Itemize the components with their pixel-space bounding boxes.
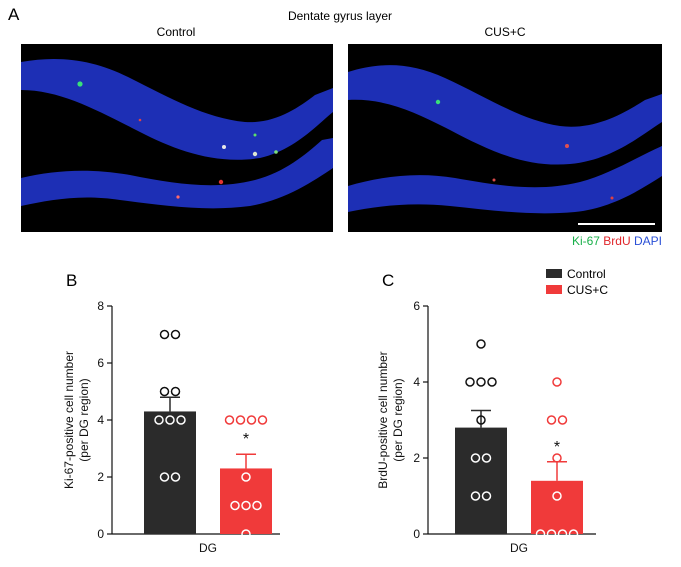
bar-control	[144, 411, 196, 534]
data-point	[159, 329, 170, 340]
data-point	[241, 500, 251, 511]
data-point	[241, 472, 251, 482]
legend-label-cus: CUS+C	[567, 283, 608, 297]
y-axis-label: Ki-67-positive cell number	[62, 351, 76, 489]
data-point	[476, 377, 486, 387]
panel-a-label: A	[8, 5, 20, 24]
y-tick-label: 2	[413, 451, 420, 465]
bar-control	[455, 427, 507, 534]
image-label-control: Control	[157, 25, 196, 39]
y-tick-label: 4	[413, 375, 420, 389]
data-point	[481, 453, 492, 463]
image-label-cus: CUS+C	[484, 25, 525, 39]
legend-label-control: Control	[567, 267, 606, 281]
data-point	[230, 500, 240, 511]
data-point	[224, 415, 235, 425]
legend-swatch-control	[546, 269, 562, 278]
stain-dapi: DAPI	[634, 234, 662, 248]
data-point	[546, 529, 557, 539]
legend-swatch-cus	[546, 285, 562, 294]
panel-c-label: C	[382, 271, 394, 290]
data-point	[476, 339, 486, 349]
data-point	[465, 377, 475, 387]
data-point	[154, 415, 164, 425]
data-point	[557, 529, 568, 539]
y-tick-label: 0	[97, 527, 104, 541]
data-point	[552, 377, 562, 387]
data-point	[159, 386, 170, 397]
group-legend: Control CUS+C	[546, 267, 608, 297]
data-point	[568, 529, 579, 539]
data-point	[165, 415, 175, 425]
data-point	[235, 415, 246, 425]
stain-legend: Ki-67 BrdU DAPI	[572, 234, 662, 248]
data-point	[159, 472, 170, 482]
micrograph-control	[21, 44, 333, 232]
data-point	[170, 386, 181, 397]
micrograph-cus	[348, 44, 662, 232]
data-point	[470, 491, 481, 501]
data-point	[170, 472, 181, 482]
y-axis-label: BrdU-positive cell number	[376, 351, 390, 488]
ki67-bar-chart: 0 2 4 6 8 Ki-67-positive cell number (per DG r…	[62, 299, 280, 555]
data-point	[552, 453, 562, 463]
data-point	[170, 329, 181, 340]
y-tick-label: 6	[413, 299, 420, 313]
data-point	[246, 415, 257, 425]
y-tick-label: 8	[97, 299, 104, 313]
data-point	[470, 453, 481, 463]
stain-brdu: BrdU	[603, 234, 630, 248]
data-point	[476, 415, 486, 425]
data-point	[481, 491, 492, 501]
data-point	[257, 415, 268, 425]
data-point	[241, 529, 251, 539]
x-axis-label: DG	[510, 541, 528, 555]
y-axis-label-sub: (per DG region)	[391, 378, 405, 461]
significance-marker: *	[554, 439, 560, 456]
y-tick-label: 0	[413, 527, 420, 541]
bar-cus	[531, 480, 583, 534]
data-point	[557, 415, 568, 425]
data-point	[176, 415, 186, 425]
stain-ki67: Ki-67	[572, 234, 600, 248]
data-point	[487, 377, 497, 387]
y-tick-label: 6	[97, 356, 104, 370]
x-axis-label: DG	[199, 541, 217, 555]
y-axis-label-sub: (per DG region)	[77, 378, 91, 461]
brdu-bar-chart: 0 2 4 6 BrdU-positive cell number (per DG reg…	[376, 299, 596, 555]
data-point	[252, 500, 262, 511]
data-point	[546, 415, 557, 425]
y-tick-label: 4	[97, 413, 104, 427]
panel-a-title: Dentate gyrus layer	[288, 9, 392, 23]
significance-marker: *	[243, 431, 249, 448]
y-tick-label: 2	[97, 470, 104, 484]
data-point	[552, 491, 562, 501]
panel-b-label: B	[66, 271, 77, 290]
data-point	[535, 529, 546, 539]
